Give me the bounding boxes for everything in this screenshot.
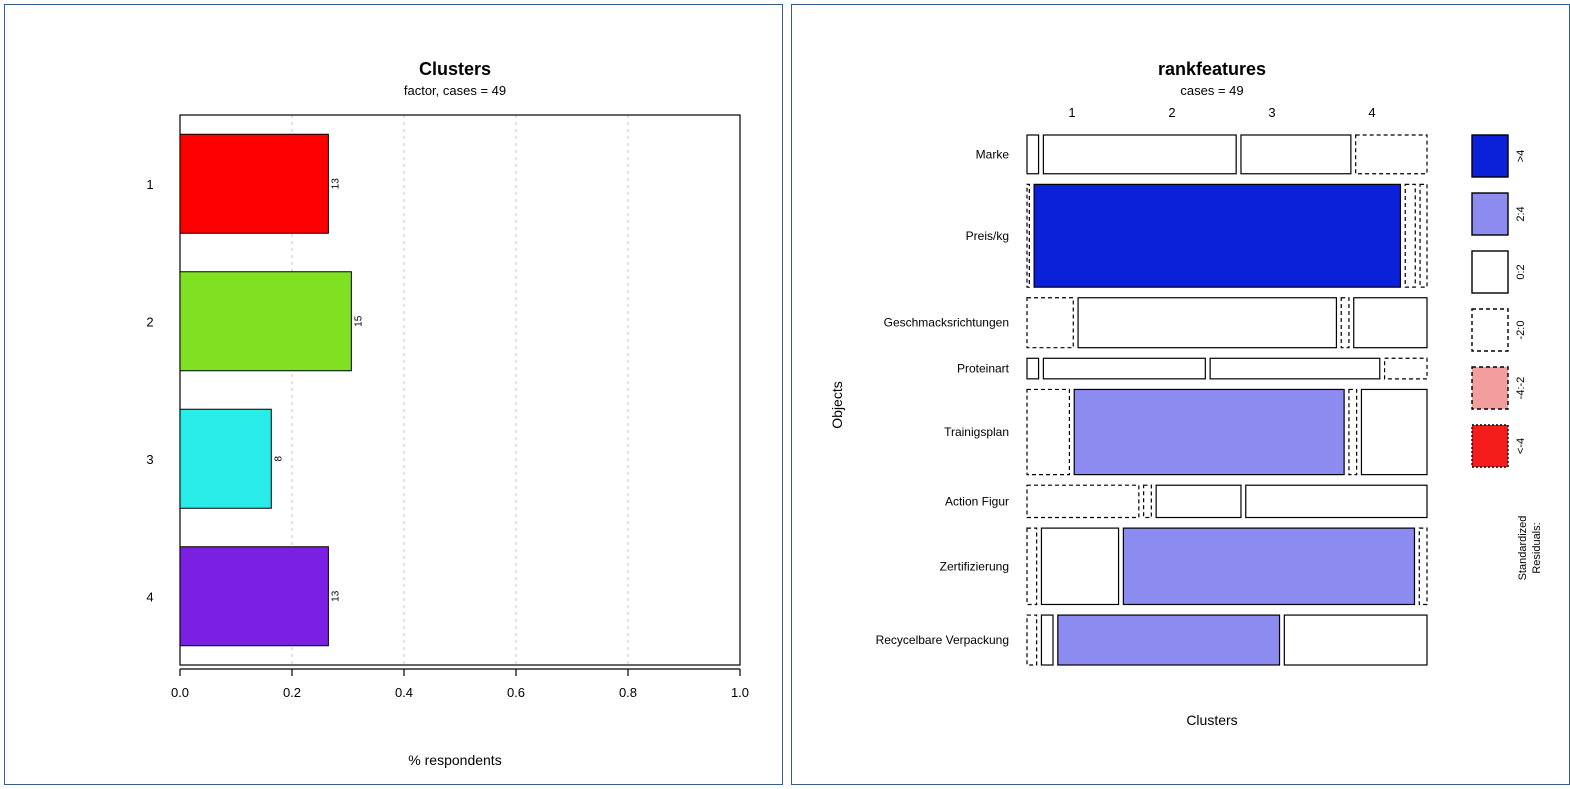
mosaic-col-label: 3 [1268,105,1275,120]
mosaic-cell [1356,135,1427,174]
mosaic-cell [1027,528,1037,604]
residuals-legend: >4 2:4 0:2 -2:0 -4:-2 <-4 StandardizedResidual… [1472,135,1543,580]
page: Clusters factor, cases = 49 113215384130… [4,4,1566,785]
cluster-count-label: 15 [353,315,364,327]
mosaic-cell [1349,389,1357,474]
rankfeatures-plot-area: 1 2 3 4 Marke Preis/kg Geschmacksrichtungen Pro… [876,105,1427,665]
x-tick-label: 0.8 [619,685,637,700]
mosaic-cell [1043,135,1236,174]
mosaic-cell [1144,485,1152,517]
mosaic-cell [1405,184,1415,287]
x-tick-label: 0.2 [283,685,301,700]
rankfeatures-xlabel: Clusters [1186,712,1237,728]
cluster-bar [180,547,328,646]
mosaic-cell [1074,389,1344,474]
mosaic-cell [1041,615,1053,665]
x-tick-label: 1.0 [731,685,749,700]
mosaic-cell [1385,358,1427,379]
legend-swatch [1472,251,1508,293]
mosaic-cell [1123,528,1414,604]
mosaic-cell [1241,135,1351,174]
legend-label: <-4 [1515,438,1527,454]
mosaic-cell [1027,184,1029,287]
clusters-plot-area: 1 13 2 15 3 8 4 13 0.0 0.2 0.4 0.6 0.8 1.0 [146,115,749,700]
cluster-count-label: 8 [273,456,284,462]
mosaic-cell [1027,615,1037,665]
mosaic-cell [1341,298,1349,348]
cluster-category-label: 4 [146,589,153,604]
mosaic-cell [1027,485,1139,517]
mosaic-row-label: Trainigsplan [944,425,1009,439]
mosaic-row-label: Geschmacksrichtungen [884,316,1009,330]
clusters-panel: Clusters factor, cases = 49 1 13 2 15 3 8 4 13 0… [4,4,783,785]
mosaic-cell [1027,135,1039,174]
legend-swatch [1472,367,1508,409]
mosaic-cell [1419,528,1427,604]
legend-label: >4 [1515,150,1527,163]
cluster-bar [180,272,351,371]
rankfeatures-panel: rankfeatures cases = 49 1 2 3 4 Marke Preis/k… [791,4,1570,785]
rankfeatures-subtitle: cases = 49 [1180,83,1243,98]
mosaic-cell [1156,485,1241,517]
mosaic-row-label: Action Figur [945,494,1009,508]
legend-swatch [1472,193,1508,235]
mosaic-row-label: Preis/kg [966,229,1009,243]
rankfeatures-title: rankfeatures [1158,59,1266,79]
mosaic-col-label: 1 [1068,105,1075,120]
mosaic-col-label: 4 [1368,105,1375,120]
legend-label: 2:4 [1515,206,1527,221]
mosaic-cell [1361,389,1427,474]
mosaic-cell [1284,615,1427,665]
x-tick-label: 0.0 [171,685,189,700]
mosaic-cell [1058,615,1280,665]
mosaic-cell [1034,184,1400,287]
legend-label: 0:2 [1515,264,1527,279]
mosaic-cell [1210,358,1380,379]
mosaic-cell [1027,389,1069,474]
mosaic-cell [1078,298,1336,348]
x-tick-label: 0.6 [507,685,525,700]
cluster-category-label: 3 [146,452,153,467]
mosaic-cell [1027,358,1039,379]
rankfeatures-chart: rankfeatures cases = 49 1 2 3 4 Marke Preis/k… [792,5,1569,782]
legend-title: Residuals: [1531,522,1543,573]
cluster-category-label: 1 [146,177,153,192]
mosaic-row-label: Zertifizierung [940,559,1009,573]
rankfeatures-ylabel: Objects [829,381,845,428]
legend-swatch [1472,309,1508,351]
mosaic-cell [1041,528,1118,604]
cluster-category-label: 2 [146,314,153,329]
mosaic-cell [1246,485,1427,517]
legend-label: -4:-2 [1515,377,1527,400]
cluster-bar [180,409,271,508]
cluster-count-label: 13 [330,178,341,190]
mosaic-row-label: Marke [976,147,1010,161]
mosaic-cell [1354,298,1427,348]
legend-title: Standardized [1517,516,1529,581]
mosaic-cell [1027,298,1073,348]
clusters-title: Clusters [419,59,491,79]
cluster-bar [180,134,328,233]
clusters-subtitle: factor, cases = 49 [404,83,506,98]
clusters-xlabel: % respondents [408,752,501,768]
mosaic-col-label: 2 [1168,105,1175,120]
legend-label: -2:0 [1515,321,1527,340]
legend-swatch [1472,135,1508,177]
clusters-chart: Clusters factor, cases = 49 1 13 2 15 3 8 4 13 0… [5,5,782,782]
mosaic-row-label: Proteinart [957,362,1010,376]
mosaic-cell [1043,358,1205,379]
cluster-count-label: 13 [330,590,341,602]
x-tick-label: 0.4 [395,685,413,700]
legend-swatch [1472,425,1508,467]
mosaic-cell [1420,184,1427,287]
mosaic-row-label: Recycelbare Verpackung [876,633,1009,647]
